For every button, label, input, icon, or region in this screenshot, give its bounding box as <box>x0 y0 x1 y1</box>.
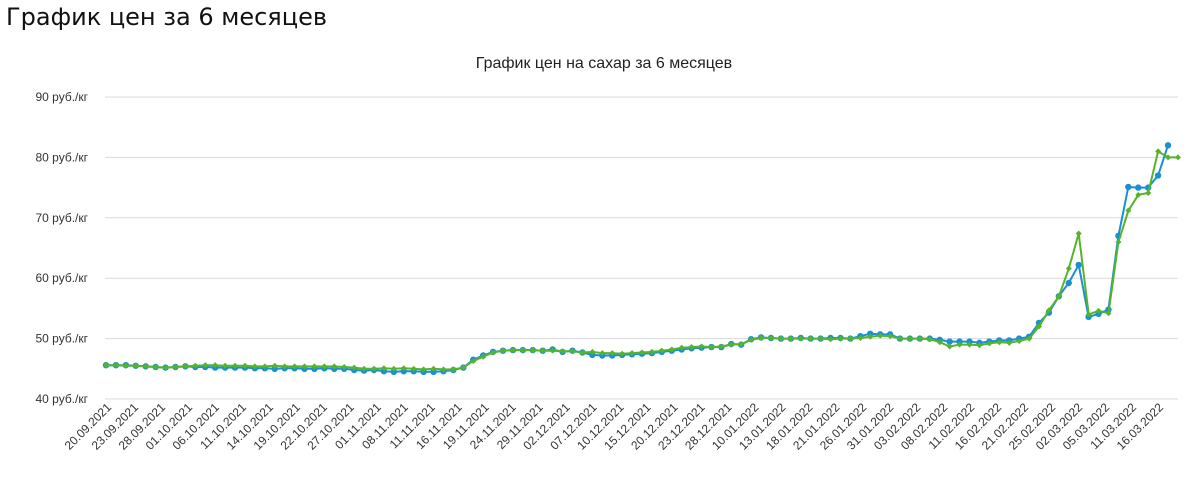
y-tick-label: 90 руб./кг <box>35 90 88 104</box>
y-tick-label: 40 руб./кг <box>35 392 88 406</box>
data-point <box>1125 184 1131 190</box>
data-point <box>1075 262 1081 268</box>
y-axis: 40 руб./кг 50 руб./кг 60 руб./кг 70 руб./кг… <box>35 90 88 406</box>
y-tick-label: 60 руб./кг <box>35 271 88 285</box>
data-point <box>1145 190 1151 196</box>
data-point <box>1165 142 1171 148</box>
y-tick-label: 70 руб./кг <box>35 211 88 225</box>
data-point <box>1066 266 1072 272</box>
data-point <box>1076 231 1082 237</box>
data-point <box>1175 154 1181 160</box>
series-lines <box>103 142 1181 375</box>
data-point <box>1155 172 1161 178</box>
chart-title: График цен на сахар за 6 месяцев <box>476 55 732 72</box>
y-tick-label: 80 руб./кг <box>35 150 88 164</box>
x-axis: 20.09.202123.09.202128.09.202101.10.2021… <box>62 400 1167 453</box>
data-point <box>1066 280 1072 286</box>
data-point <box>1135 184 1141 190</box>
series-1 <box>103 142 1171 375</box>
y-tick-label: 50 руб./кг <box>35 332 88 346</box>
data-point <box>947 343 953 349</box>
